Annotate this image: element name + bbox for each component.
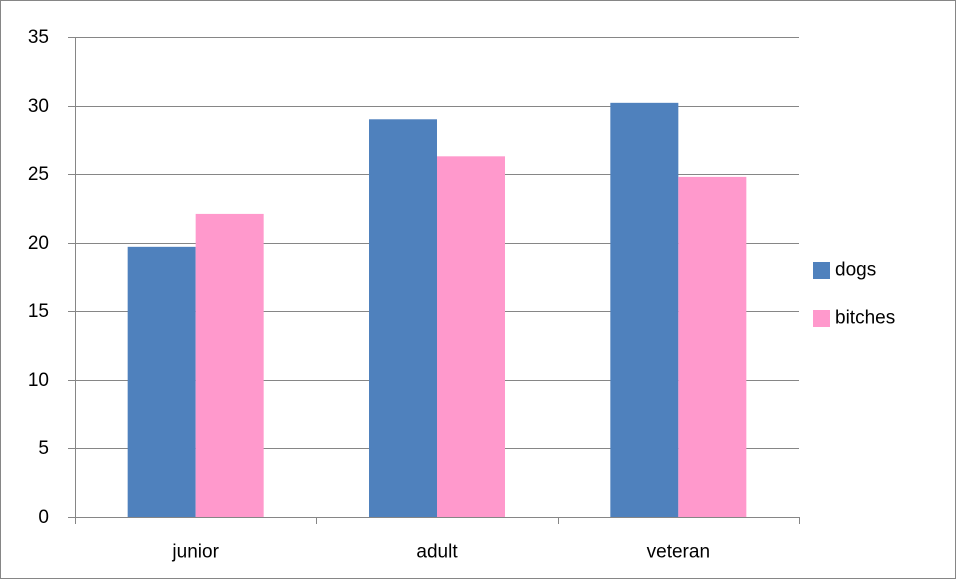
- bar-bitches-veteran: [678, 176, 747, 517]
- axis-labels: 0 5 10 15 20 25 30 35 junior adult veteran: [28, 27, 710, 563]
- legend-swatch-dogs: [813, 262, 830, 279]
- legend: dogs bitches: [813, 260, 895, 329]
- x-tick-label: junior: [171, 542, 219, 563]
- x-tick-label: veteran: [647, 542, 710, 563]
- bars: [127, 102, 747, 518]
- y-tick-label: 35: [28, 27, 49, 48]
- bar-dogs-adult: [369, 119, 437, 518]
- bar-bitches-adult: [437, 156, 505, 518]
- legend-label-bitches: bitches: [835, 308, 895, 329]
- x-tick-label: adult: [416, 542, 458, 563]
- legend-swatch-bitches: [813, 310, 830, 327]
- y-tick-label: 25: [28, 164, 49, 185]
- axes: [68, 37, 800, 524]
- bar-bitches-junior: [195, 213, 264, 517]
- y-tick-label: 20: [28, 233, 49, 254]
- y-tick-label: 30: [28, 96, 49, 117]
- bar-dogs-junior: [127, 246, 196, 518]
- y-tick-label: 5: [38, 438, 49, 459]
- legend-label-dogs: dogs: [835, 260, 876, 281]
- y-tick-label: 10: [28, 370, 49, 391]
- bar-dogs-veteran: [610, 102, 679, 517]
- y-tick-label: 15: [28, 301, 49, 322]
- y-tick-label: 0: [38, 507, 49, 528]
